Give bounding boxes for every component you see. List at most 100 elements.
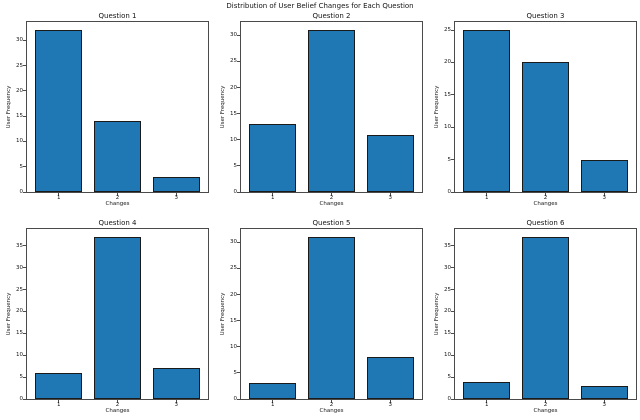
x-tick-mark bbox=[117, 193, 118, 196]
y-tick-label: 30 bbox=[16, 37, 23, 44]
x-tick-mark bbox=[117, 400, 118, 403]
y-tick-mark bbox=[23, 267, 26, 269]
subplot-question-6: Question 6 User Frequency Changes 0 5 10 15… bbox=[434, 219, 637, 414]
y-tick-label: 0 bbox=[233, 189, 238, 195]
y-tick-label: 20 bbox=[230, 291, 237, 298]
subplot-title: Question 5 bbox=[312, 219, 351, 227]
y-tick-mark bbox=[451, 191, 454, 193]
subplot-question-1: Question 1 User Frequency Changes 0 5 10 15… bbox=[6, 12, 209, 207]
y-tick-mark bbox=[451, 94, 454, 96]
y-tick-label: 10 bbox=[444, 124, 451, 131]
y-tick-mark bbox=[237, 398, 240, 400]
x-axis-label: Changes bbox=[533, 408, 558, 414]
x-tick-mark bbox=[175, 400, 177, 403]
x-tick-label: 2 bbox=[543, 195, 548, 201]
x-tick-mark bbox=[545, 400, 546, 403]
subplot-question-4: Question 4 User Frequency Changes 0 5 10 15… bbox=[6, 219, 209, 414]
x-tick-label: 2 bbox=[329, 195, 334, 201]
y-tick-mark bbox=[451, 159, 454, 161]
y-tick-label: 25 bbox=[230, 265, 237, 272]
y-tick-mark bbox=[23, 376, 26, 378]
y-tick-mark bbox=[23, 115, 26, 117]
y-axis-label: User Frequency bbox=[220, 85, 226, 129]
figure-suptitle: Distribution of User Belief Changes for … bbox=[226, 2, 414, 10]
y-tick-label: 25 bbox=[16, 62, 23, 69]
y-tick-label: 20 bbox=[444, 308, 451, 315]
y-tick-label: 15 bbox=[16, 330, 23, 337]
x-tick-mark bbox=[272, 400, 274, 403]
bar-changes-2 bbox=[521, 237, 569, 399]
y-tick-mark bbox=[23, 65, 26, 66]
x-tick-label: 2 bbox=[115, 402, 120, 408]
y-tick-mark bbox=[23, 398, 26, 400]
y-tick-mark bbox=[237, 191, 240, 193]
x-tick-label: 1 bbox=[56, 402, 61, 408]
y-tick-mark bbox=[451, 376, 454, 378]
y-tick-label: 20 bbox=[230, 84, 237, 91]
bar-changes-2 bbox=[521, 62, 569, 192]
x-tick-mark bbox=[603, 193, 605, 196]
y-tick-mark bbox=[23, 39, 26, 41]
x-tick-label: 3 bbox=[602, 195, 607, 201]
y-tick-label: 25 bbox=[444, 27, 451, 34]
y-tick-label: 5 bbox=[233, 162, 238, 169]
x-tick-mark bbox=[272, 193, 274, 196]
y-tick-mark bbox=[23, 191, 26, 193]
subplot-title: Question 3 bbox=[526, 12, 565, 20]
y-tick-label: 10 bbox=[16, 352, 23, 359]
bar-changes-1 bbox=[463, 30, 511, 192]
x-axis-label: Changes bbox=[105, 408, 130, 414]
subplot-title: Question 2 bbox=[312, 12, 351, 20]
x-tick-label: 1 bbox=[484, 195, 489, 201]
x-tick-mark bbox=[486, 193, 488, 196]
y-tick-mark bbox=[237, 113, 240, 115]
bar-changes-3 bbox=[152, 176, 200, 192]
x-tick-label: 2 bbox=[329, 402, 334, 408]
y-tick-label: 25 bbox=[16, 286, 23, 293]
y-tick-mark bbox=[23, 289, 26, 291]
y-tick-mark bbox=[451, 310, 454, 312]
y-tick-mark bbox=[23, 310, 26, 312]
y-tick-mark bbox=[237, 320, 240, 322]
y-tick-mark bbox=[237, 267, 240, 269]
y-tick-label: 5 bbox=[233, 369, 238, 376]
bar-changes-2 bbox=[93, 121, 141, 192]
y-tick-mark bbox=[237, 87, 240, 89]
y-tick-label: 0 bbox=[447, 396, 452, 402]
y-tick-mark bbox=[451, 29, 454, 31]
bar-changes-1 bbox=[35, 30, 83, 192]
bar-changes-1 bbox=[463, 381, 511, 399]
x-axis-label: Changes bbox=[319, 408, 344, 414]
bar-changes-3 bbox=[580, 159, 628, 192]
subplot-title: Question 1 bbox=[98, 12, 137, 20]
y-tick-label: 5 bbox=[19, 163, 24, 170]
y-tick-label: 30 bbox=[16, 264, 23, 271]
y-tick-mark bbox=[451, 267, 454, 269]
bar-changes-2 bbox=[93, 237, 141, 399]
x-tick-mark bbox=[58, 400, 60, 403]
x-tick-label: 1 bbox=[484, 402, 489, 408]
x-tick-mark bbox=[389, 193, 391, 196]
y-tick-mark bbox=[23, 140, 26, 142]
y-tick-mark bbox=[23, 90, 26, 92]
y-tick-label: 20 bbox=[444, 59, 451, 66]
y-tick-mark bbox=[451, 126, 454, 128]
y-tick-label: 15 bbox=[230, 110, 237, 117]
x-tick-mark bbox=[486, 400, 488, 403]
y-tick-label: 10 bbox=[230, 343, 237, 350]
x-tick-label: 1 bbox=[270, 195, 275, 201]
y-tick-mark bbox=[451, 354, 454, 356]
y-tick-label: 30 bbox=[230, 239, 237, 246]
bar-changes-1 bbox=[249, 124, 297, 192]
y-axis-label: User Frequency bbox=[434, 85, 440, 129]
y-tick-label: 15 bbox=[444, 91, 451, 98]
y-tick-mark bbox=[237, 34, 240, 36]
x-tick-label: 1 bbox=[56, 195, 61, 201]
y-tick-mark bbox=[23, 166, 26, 168]
y-axis-label: User Frequency bbox=[6, 85, 12, 129]
y-tick-label: 5 bbox=[447, 374, 452, 381]
y-tick-label: 35 bbox=[444, 242, 451, 249]
subplot-question-3: Question 3 User Frequency Changes 0 5 10 15… bbox=[434, 12, 637, 207]
subplot-title: Question 4 bbox=[98, 219, 137, 227]
y-tick-label: 30 bbox=[230, 32, 237, 39]
